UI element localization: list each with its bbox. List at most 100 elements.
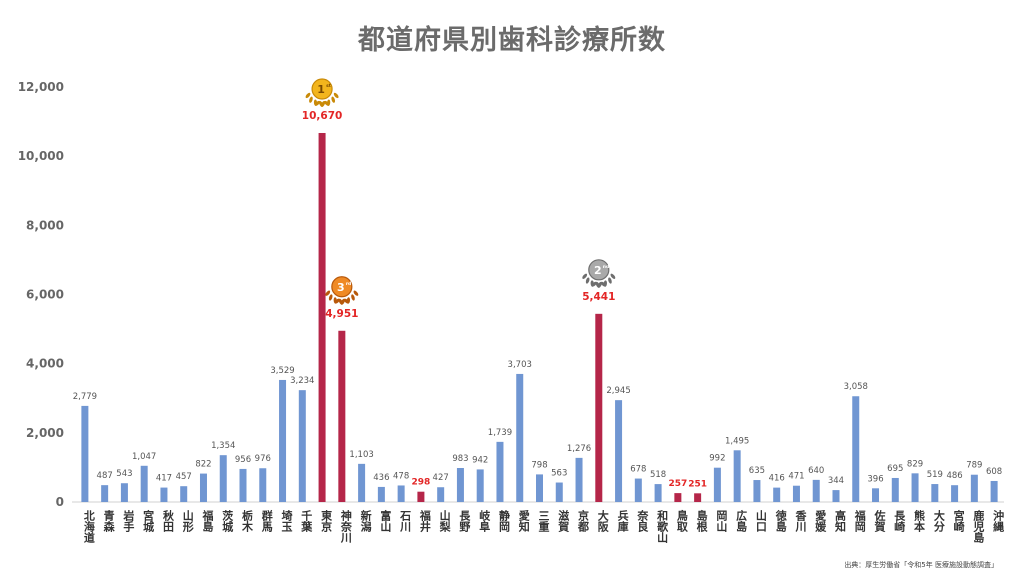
category-label: 岡山 bbox=[715, 510, 728, 533]
category-label: 群馬 bbox=[260, 509, 274, 533]
value-label: 2,779 bbox=[73, 392, 97, 402]
value-label: 257 bbox=[668, 479, 687, 489]
bar bbox=[160, 487, 168, 502]
medal-rank: 3 bbox=[337, 281, 345, 294]
bar bbox=[891, 477, 899, 502]
medal-disc bbox=[588, 259, 610, 281]
laurel-leaf bbox=[333, 92, 339, 99]
category-label: 千葉 bbox=[300, 509, 314, 533]
category-label: 東京 bbox=[320, 509, 333, 533]
value-label: 789 bbox=[966, 461, 982, 471]
category-label: 山口 bbox=[754, 509, 767, 533]
laurel-leaf bbox=[610, 273, 616, 279]
category-label: 愛媛 bbox=[814, 509, 828, 533]
category-label: 和歌山 bbox=[656, 509, 669, 544]
bar bbox=[872, 488, 880, 502]
bar bbox=[81, 405, 89, 502]
value-label: 635 bbox=[749, 466, 765, 476]
bar bbox=[536, 474, 543, 502]
category-label: 福岡 bbox=[853, 509, 867, 533]
bar bbox=[713, 467, 721, 502]
category-label: 宮崎 bbox=[952, 509, 965, 533]
value-label: 983 bbox=[452, 454, 468, 464]
bar bbox=[437, 487, 445, 502]
bar bbox=[970, 474, 978, 502]
category-label: 岩手 bbox=[122, 509, 136, 533]
category-label: 島根 bbox=[695, 509, 708, 533]
value-label: 5,441 bbox=[582, 291, 615, 303]
category-label: 高知 bbox=[833, 509, 847, 533]
value-label: 678 bbox=[630, 465, 646, 475]
bar bbox=[674, 493, 682, 502]
value-label: 4,951 bbox=[325, 308, 358, 320]
bars bbox=[81, 132, 998, 502]
bar bbox=[516, 373, 524, 502]
laurel-leaf bbox=[600, 281, 607, 287]
value-label: 1,495 bbox=[725, 436, 749, 446]
value-label: 478 bbox=[393, 471, 409, 481]
category-label: 青森 bbox=[102, 509, 115, 533]
bar bbox=[852, 396, 860, 502]
bar bbox=[575, 457, 583, 502]
value-label: 436 bbox=[373, 473, 389, 483]
category-label: 新潟 bbox=[359, 509, 372, 533]
y-tick-label: 12,000 bbox=[18, 80, 64, 94]
laurel-leaf bbox=[334, 298, 340, 304]
value-label: 829 bbox=[907, 459, 923, 469]
medals: 1 st 3 rd 2 nd bbox=[305, 78, 616, 305]
value-label: 563 bbox=[551, 469, 567, 479]
value-label: 543 bbox=[116, 469, 132, 479]
laurel-leaf bbox=[305, 92, 311, 99]
value-label: 3,529 bbox=[270, 366, 294, 376]
category-label: 徳島 bbox=[774, 509, 788, 533]
laurel-leaf bbox=[351, 294, 355, 301]
bar bbox=[931, 484, 939, 502]
bar bbox=[555, 482, 563, 502]
category-label: 山形 bbox=[181, 509, 194, 533]
bar bbox=[832, 490, 840, 502]
value-label: 640 bbox=[808, 466, 824, 476]
bar bbox=[634, 478, 642, 502]
value-label: 1,276 bbox=[567, 444, 591, 454]
value-label: 2,945 bbox=[606, 386, 630, 396]
medal-disc bbox=[311, 78, 333, 100]
laurel-leaf bbox=[324, 100, 330, 106]
bar bbox=[180, 486, 188, 502]
y-tick-label: 10,000 bbox=[18, 149, 64, 163]
bar bbox=[753, 480, 761, 502]
value-label: 457 bbox=[176, 472, 192, 482]
bar bbox=[101, 485, 109, 502]
medal-suffix: st bbox=[326, 83, 332, 89]
bar bbox=[120, 483, 128, 502]
laurel-leaf bbox=[328, 294, 333, 301]
chart-title: 都道府県別歯科診療所数 bbox=[358, 25, 666, 56]
laurel-leaf bbox=[340, 298, 345, 305]
value-label: 396 bbox=[867, 474, 883, 484]
bar bbox=[358, 463, 366, 502]
value-label: 519 bbox=[927, 470, 943, 480]
y-tick-label: 2,000 bbox=[26, 426, 64, 440]
bar bbox=[476, 469, 484, 502]
value-label: 3,234 bbox=[290, 376, 314, 386]
category-label: 栃木 bbox=[241, 509, 255, 533]
laurel-leaf bbox=[353, 290, 359, 296]
value-label: 992 bbox=[709, 454, 725, 464]
value-label: 10,670 bbox=[302, 110, 343, 122]
value-label: 427 bbox=[433, 473, 449, 483]
value-label: 416 bbox=[769, 474, 785, 484]
bar bbox=[199, 473, 207, 502]
value-label: 956 bbox=[235, 455, 251, 465]
bar bbox=[812, 479, 820, 502]
value-label: 1,103 bbox=[349, 450, 373, 460]
category-label: 石川 bbox=[399, 510, 413, 532]
category-label: 奈良 bbox=[636, 509, 650, 533]
category-label: 長崎 bbox=[893, 510, 906, 533]
medal-rank: 2 bbox=[594, 264, 602, 277]
medal-suffix: nd bbox=[603, 264, 609, 270]
bar bbox=[654, 484, 662, 502]
y-tick-label: 6,000 bbox=[26, 288, 64, 302]
value-label: 3,703 bbox=[508, 360, 532, 370]
category-label: 茨城 bbox=[221, 509, 234, 533]
category-label: 熊本 bbox=[913, 509, 926, 533]
